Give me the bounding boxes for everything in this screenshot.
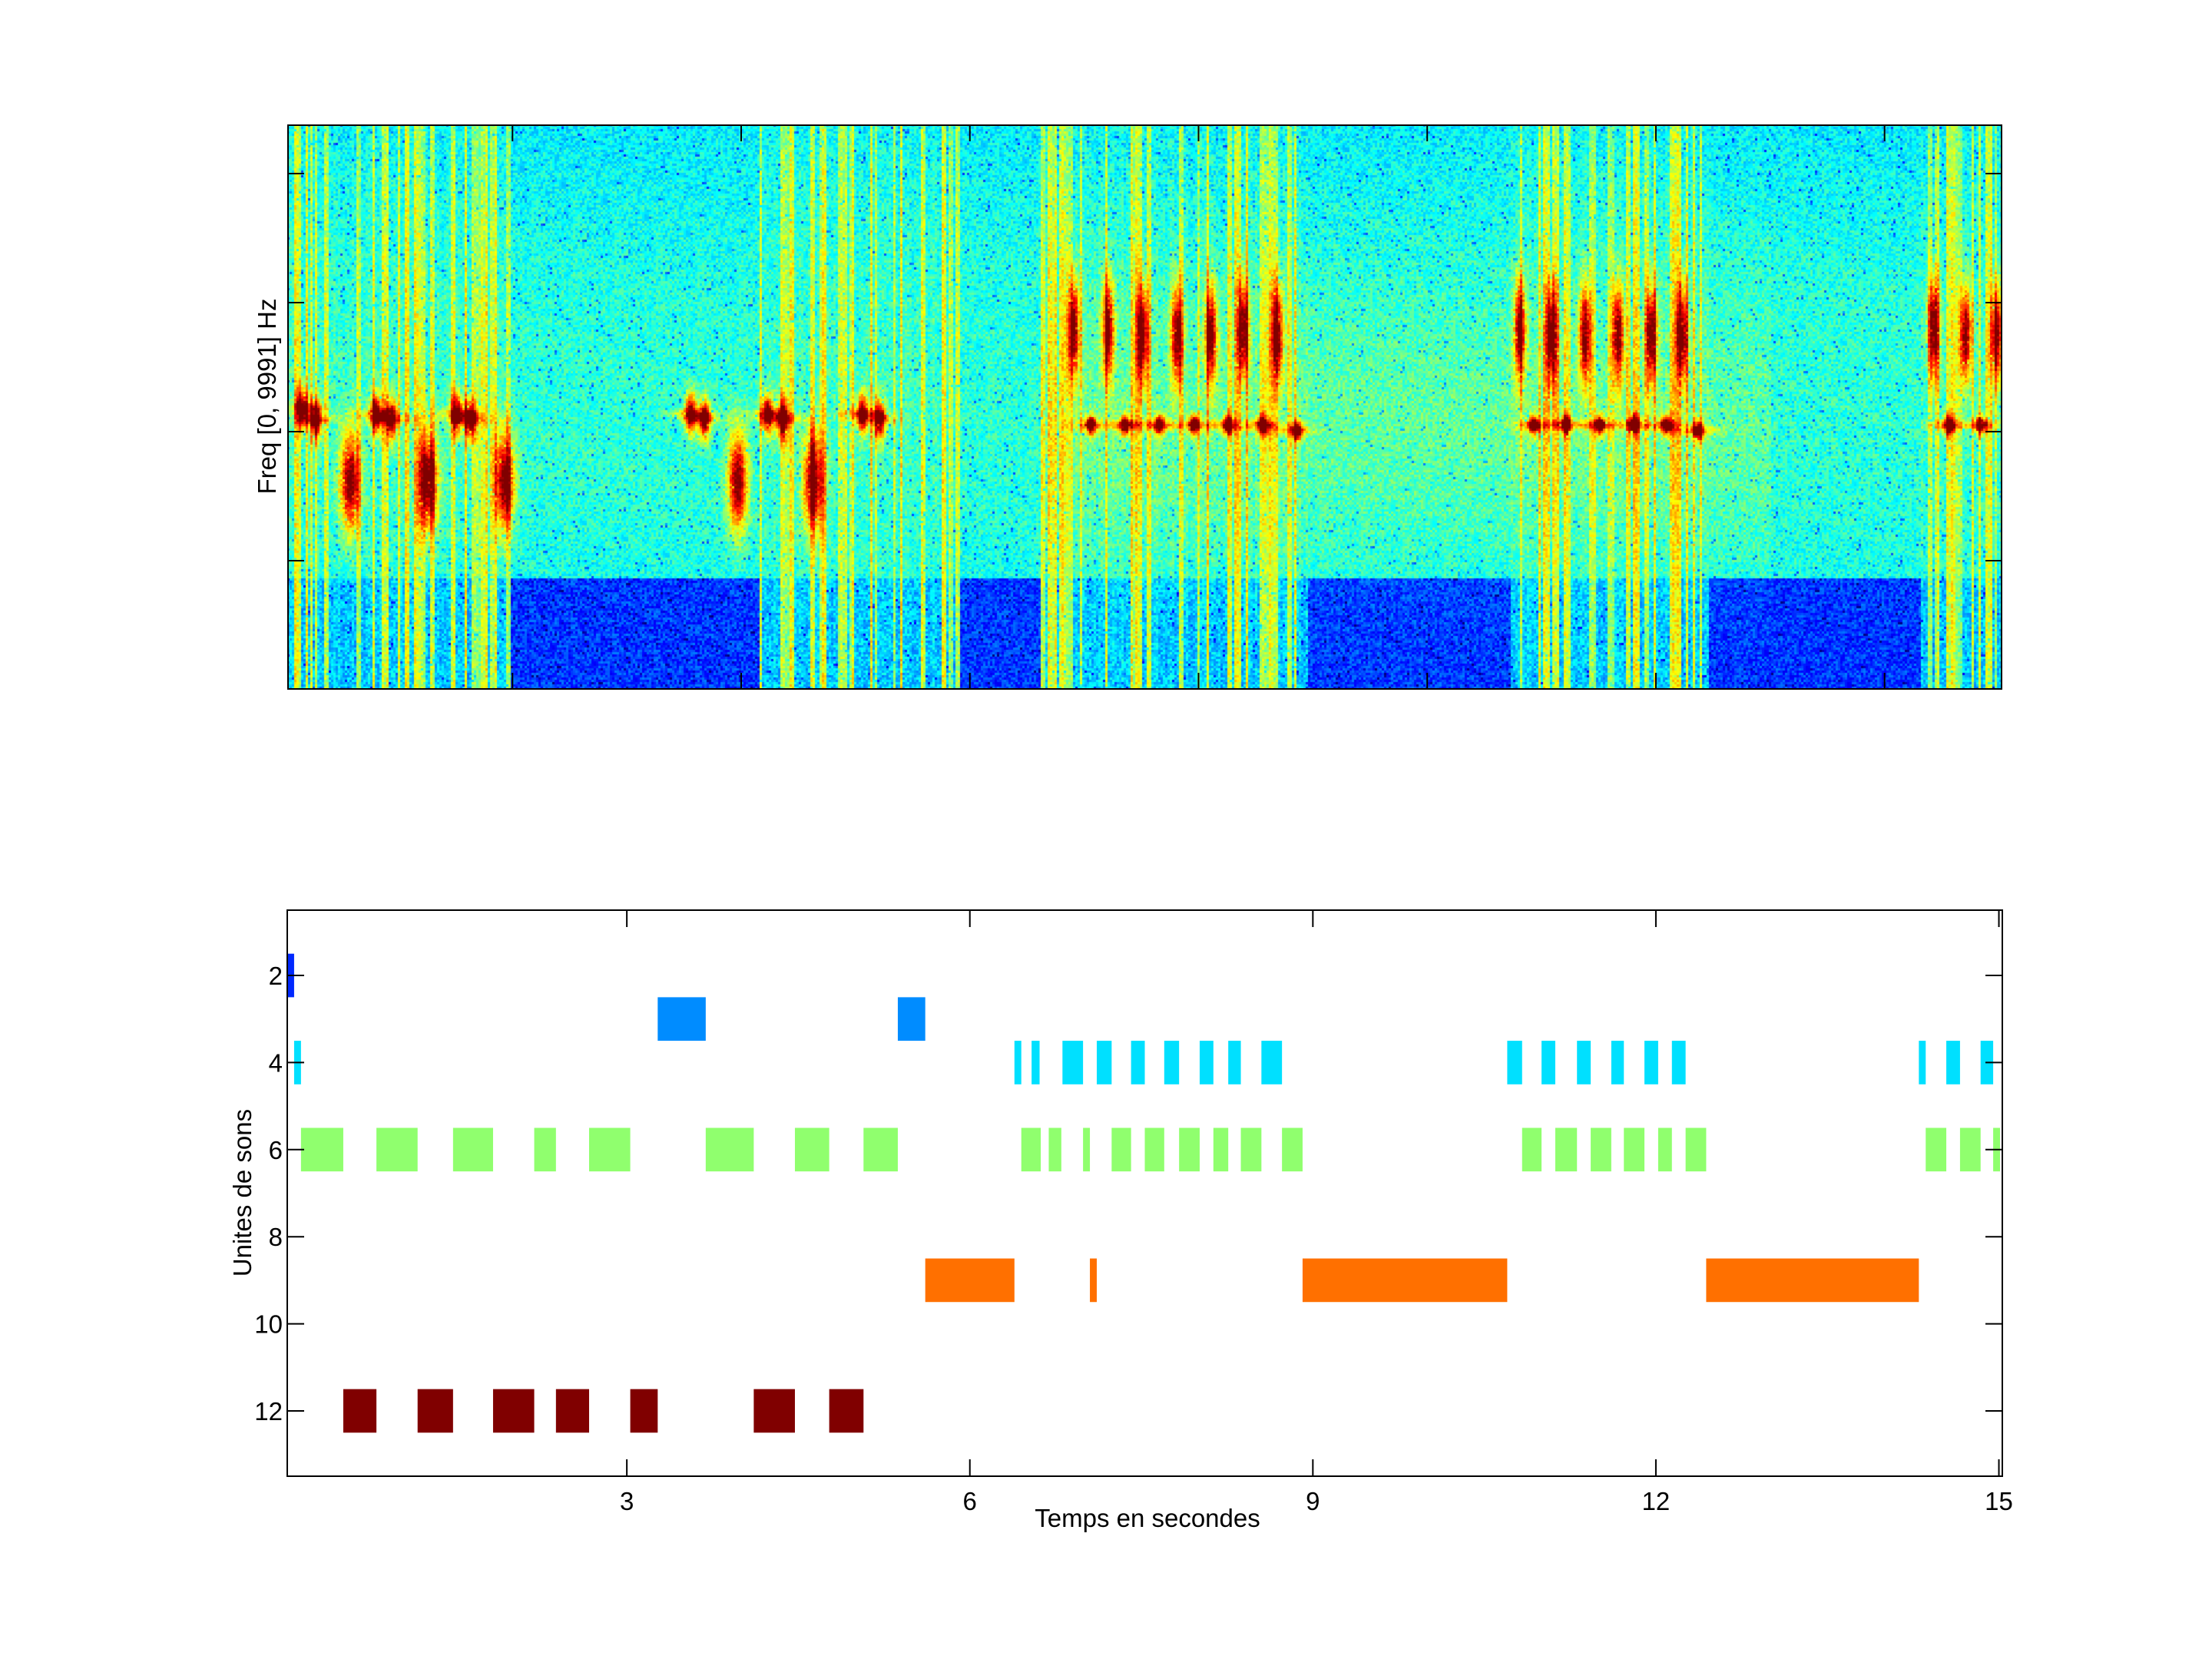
units-y-tick-label: 8 (269, 1223, 283, 1251)
unit-12-segment (343, 1389, 377, 1433)
spectrogram-image (287, 124, 2002, 690)
unit-6-segment (705, 1128, 754, 1172)
unit-3-segment (657, 997, 706, 1041)
unit-12-segment (555, 1389, 590, 1433)
unit-6-segment (863, 1128, 898, 1172)
unit-6-segment (1282, 1128, 1303, 1172)
unit-4-segment (1611, 1041, 1624, 1084)
unit-9-segment (1706, 1258, 1919, 1303)
units-x-tick-label: 12 (1642, 1487, 1671, 1515)
unit-4-segment (1261, 1041, 1283, 1084)
unit-4-segment (1577, 1041, 1591, 1084)
unit-4-segment (1062, 1041, 1084, 1084)
unit-4-segment (1644, 1041, 1658, 1084)
spectrogram-axes (287, 124, 2002, 690)
unit-6-segment (589, 1128, 631, 1172)
spectrogram-plot (287, 124, 2002, 690)
unit-6-segment (1021, 1128, 1041, 1172)
unit-4-segment (1946, 1041, 1960, 1084)
unit-3-segment (897, 997, 926, 1041)
unit-6-segment (1959, 1128, 1981, 1172)
spectrogram-frame (287, 124, 2002, 690)
unit-6-segment (794, 1128, 830, 1172)
unit-6-segment (1555, 1128, 1578, 1172)
unit-6-segment (1213, 1128, 1229, 1172)
unit-4-segment (1014, 1041, 1022, 1084)
unit-9-segment (1090, 1258, 1097, 1303)
unit-6-segment (1685, 1128, 1707, 1172)
unit-9-segment (1302, 1258, 1508, 1303)
unit-4-segment (1671, 1041, 1686, 1084)
unit-4-segment (1199, 1041, 1214, 1084)
unit-4-segment (1131, 1041, 1145, 1084)
units-y-axis-label: Unites de sons (228, 1108, 257, 1277)
unit-12-segment (753, 1389, 795, 1433)
unit-12-segment (630, 1389, 658, 1433)
unit-12-segment (417, 1389, 453, 1433)
unit-4-segment (1507, 1041, 1522, 1084)
unit-4-segment (1031, 1041, 1040, 1084)
unit-6-segment (452, 1128, 493, 1172)
unit-6-segment (1926, 1128, 1947, 1172)
units-y-tick-label: 4 (269, 1048, 283, 1077)
unit-6-segment (1624, 1128, 1645, 1172)
unit-6-segment (1179, 1128, 1200, 1172)
units-y-tick-label: 2 (269, 962, 283, 990)
unit-12-segment (492, 1389, 535, 1433)
unit-6-segment (1591, 1128, 1611, 1172)
units-y-tick-label: 6 (269, 1136, 283, 1164)
unit-6-segment (1111, 1128, 1131, 1172)
unit-4-segment (1164, 1041, 1180, 1084)
units-frame (286, 909, 2003, 1477)
unit-6-segment (1240, 1128, 1262, 1172)
unit-6-segment (534, 1128, 556, 1172)
unit-4-segment (1228, 1041, 1241, 1084)
unit-6-segment (1083, 1128, 1091, 1172)
unit-4-segment (1096, 1041, 1112, 1084)
unit-12-segment (829, 1389, 864, 1433)
unit-6-segment (376, 1128, 418, 1172)
units-y-tick-label: 10 (254, 1310, 283, 1339)
unit-6-segment (1144, 1128, 1164, 1172)
unit-6-segment (1657, 1128, 1672, 1172)
units-x-tick-label: 9 (1306, 1487, 1320, 1515)
unit-4-segment (1541, 1041, 1555, 1084)
units-x-tick-label: 6 (963, 1487, 977, 1515)
unit-6-segment (1522, 1128, 1542, 1172)
unit-6-segment (1048, 1128, 1061, 1172)
units-y-tick-label: 12 (254, 1397, 283, 1426)
unit-6-segment (300, 1128, 343, 1172)
units-x-tick-label: 3 (620, 1487, 634, 1515)
units-x-axis-label: Temps en secondes (1035, 1504, 1260, 1532)
unit-4-segment (1919, 1041, 1926, 1084)
unit-9-segment (925, 1258, 1015, 1303)
units-x-tick-label: 15 (1985, 1487, 2013, 1515)
